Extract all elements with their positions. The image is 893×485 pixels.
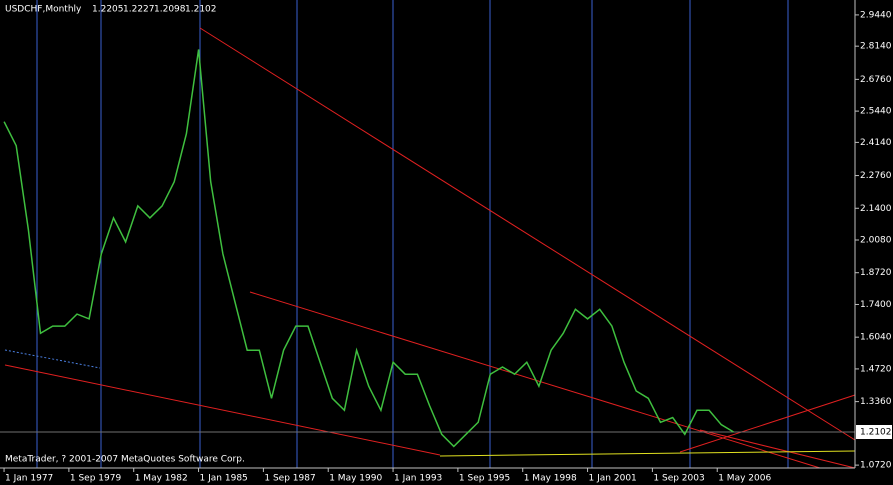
x-tick-label: 1 May 1998 [524,474,577,484]
y-tick-label: 2.0080 [860,236,892,246]
price-line-series [3,49,734,448]
period-separators [36,0,789,468]
y-tick-label: 2.9440 [860,10,892,20]
y-tick-label: 2.1400 [860,204,892,214]
copyright: MetaTrader, ? 2001-2007 MetaQuotes Softw… [5,455,245,465]
y-tick-label: 2.6760 [860,75,892,85]
header-value: 1.2098 [154,5,186,15]
y-tick-label: 1.0720 [860,461,892,471]
x-tick-label: 1 Sep 2003 [653,474,704,484]
x-tick-label: 1 Sep 1995 [459,474,510,484]
y-tick-label: 2.8140 [860,42,892,52]
header-value: 1.2102 [185,5,217,15]
x-tick-label: 1 Jan 1993 [394,474,442,484]
trend-line [4,364,441,456]
trend-line [699,429,856,469]
trend-line [199,27,856,441]
x-tick-label: 1 May 1990 [329,474,382,484]
y-tick-label: 1.7400 [860,300,892,310]
support-line [439,450,856,457]
x-tick-label: 1 May 2006 [718,474,771,484]
trend-line [679,394,856,453]
y-tick-label: 1.4720 [860,364,892,374]
y-tick-label: 1.6040 [860,333,892,343]
x-tick-label: 1 Jan 2001 [589,474,637,484]
x-tick-label: 1 Sep 1979 [70,474,122,484]
x-tick-label: 1 May 1982 [135,474,188,484]
y-tick-label: 2.4140 [860,138,892,148]
y-tick-label: 1.8720 [860,268,892,278]
last-price-box [856,425,892,439]
x-tick-label: 1 Jan 1977 [5,474,53,484]
chart-title: USDCHF,Monthly [5,5,82,15]
x-tick-label: 1 Sep 1987 [264,474,315,484]
x-tick-label: 1 Jan 1985 [200,474,248,484]
y-tick-label: 2.2760 [860,171,892,181]
y-tick-label: 2.5440 [860,107,892,117]
header-value: 1.2205 [92,5,124,15]
channel-line [4,349,101,369]
y-tick-label: 1.3360 [860,397,892,407]
last-price: 1.2102 [860,428,892,438]
header-value: 1.2227 [123,5,155,15]
trend-lines [4,27,856,469]
